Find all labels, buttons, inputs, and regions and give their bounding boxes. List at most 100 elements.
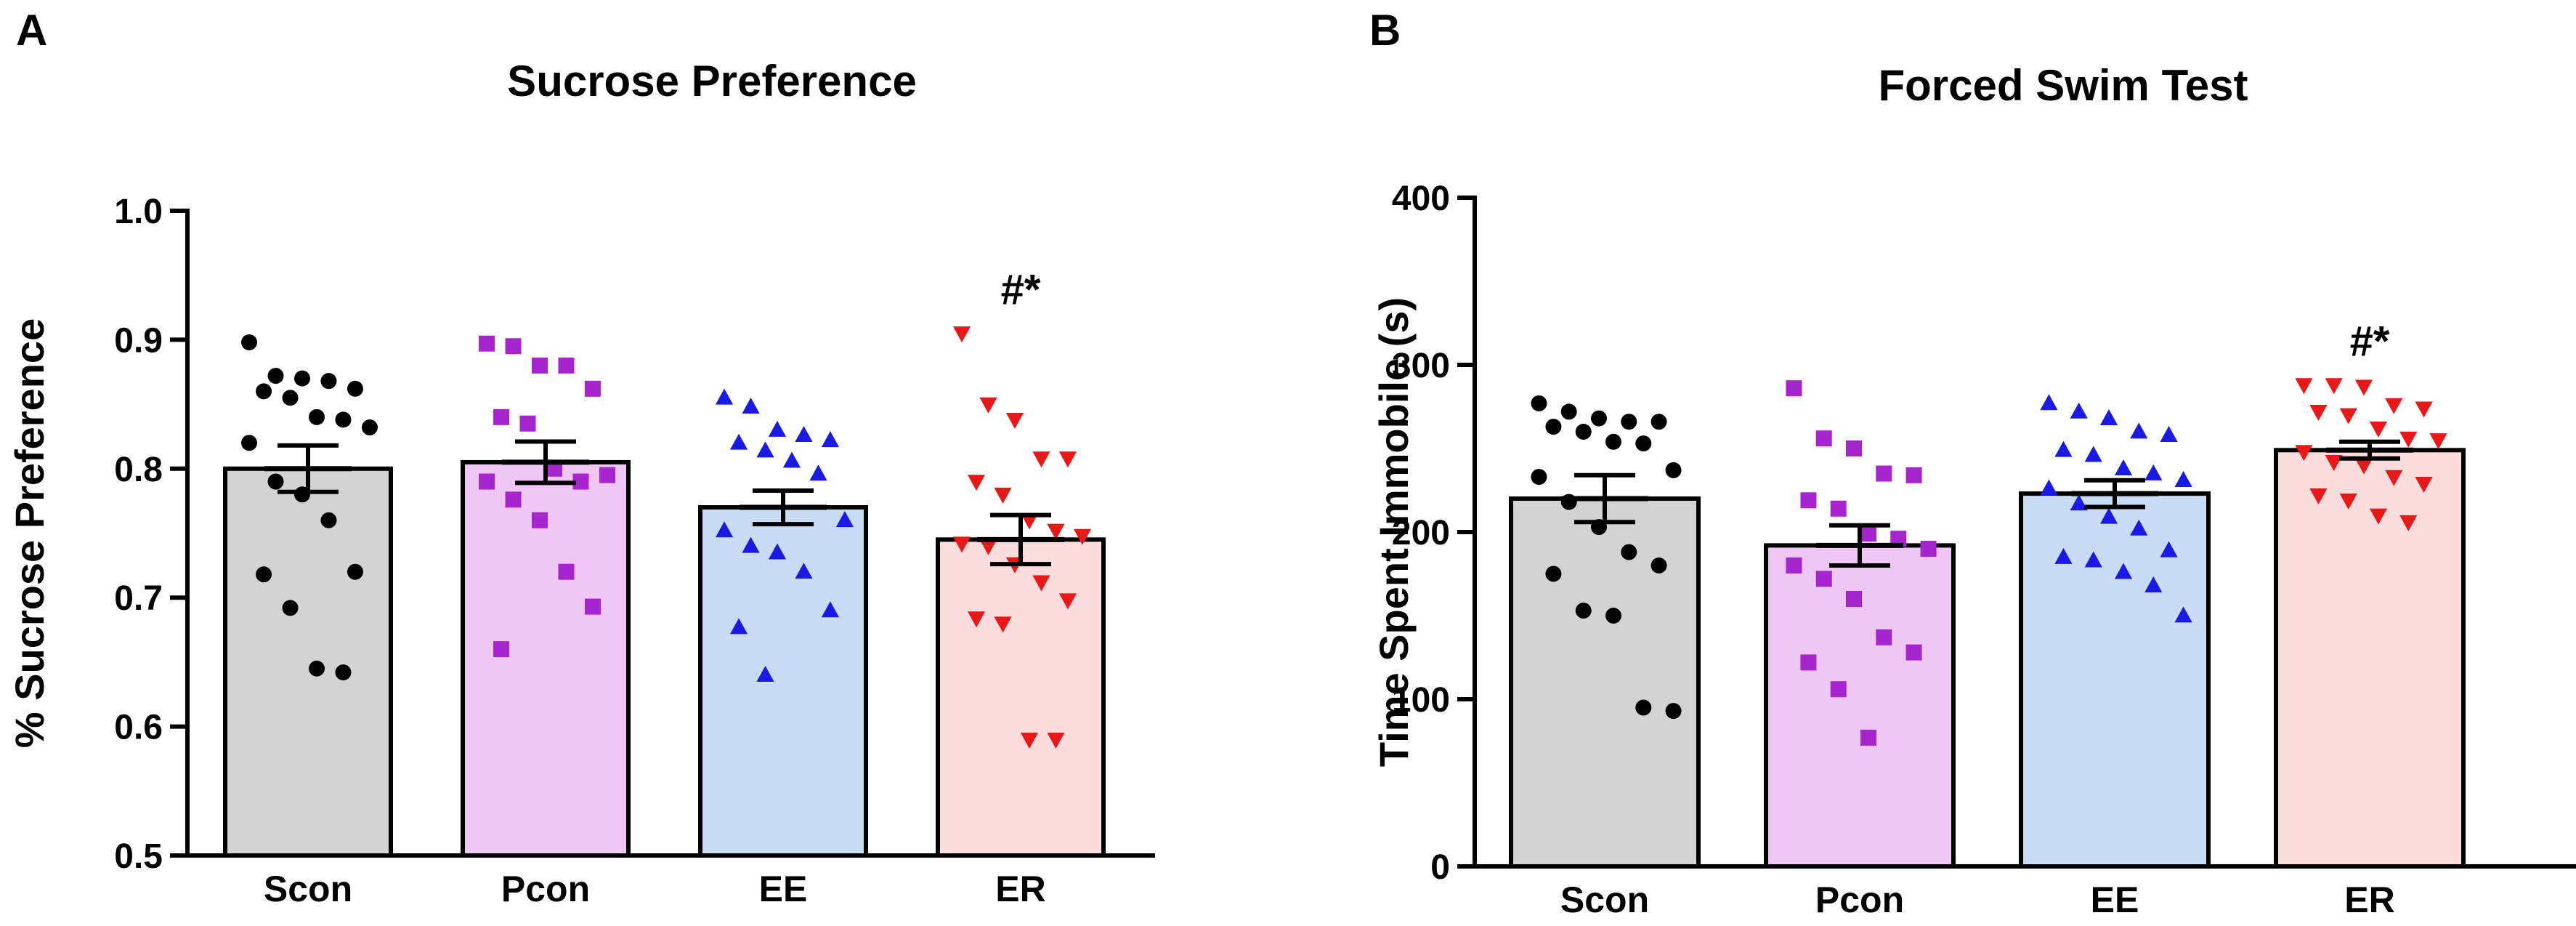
y-tick-label: 1.0 — [114, 193, 163, 231]
data-point-scon — [1621, 414, 1637, 430]
panel-a-sucrose-preference: Sucrose Preference % Sucrose Preference Sc… — [7, 57, 1155, 909]
data-point-ee — [2054, 440, 2073, 457]
data-point-ee — [715, 388, 734, 405]
points-scon — [1531, 395, 1682, 720]
data-point-er — [2354, 458, 2373, 475]
data-point-er — [1073, 528, 1092, 545]
data-point-ee — [715, 521, 734, 538]
data-point-ee — [2040, 394, 2058, 411]
data-point-pcon — [1905, 467, 1922, 483]
data-point-scon — [256, 566, 272, 583]
data-point-scon — [347, 380, 363, 397]
data-point-er — [2415, 401, 2433, 418]
data-point-ee — [2070, 494, 2088, 511]
error-bar-er — [977, 512, 1064, 567]
data-point-scon — [1531, 395, 1547, 411]
data-point-scon — [1635, 699, 1652, 716]
data-point-scon — [1665, 703, 1682, 720]
data-point-scon — [294, 370, 310, 387]
data-point-pcon — [1920, 541, 1937, 557]
bar-scon — [1509, 496, 1701, 869]
data-point-scon — [1545, 565, 1562, 582]
data-point-scon — [1650, 414, 1667, 430]
data-point-ee — [2114, 563, 2133, 579]
data-point-ee — [835, 511, 854, 528]
data-point-scon — [1560, 403, 1577, 420]
data-point-er — [1020, 513, 1039, 530]
data-point-pcon — [1846, 591, 1862, 607]
data-point-scon — [256, 383, 272, 400]
data-point-scon — [361, 419, 378, 436]
data-point-ee — [2084, 551, 2102, 568]
data-point-pcon — [1815, 430, 1832, 447]
data-point-er — [979, 397, 997, 414]
y-tick-label: 0.8 — [114, 451, 163, 489]
data-point-pcon — [1890, 531, 1907, 547]
data-point-pcon — [599, 467, 615, 483]
data-point-er — [1058, 451, 1077, 468]
data-point-er — [2309, 488, 2328, 505]
data-point-pcon — [493, 408, 510, 425]
data-point-scon — [267, 368, 284, 385]
data-point-ee — [2114, 459, 2133, 475]
data-point-ee — [809, 464, 827, 481]
panel-letter-a: A — [16, 6, 47, 55]
data-point-er — [967, 475, 986, 491]
data-point-er — [994, 616, 1012, 633]
data-point-er — [1005, 413, 1024, 430]
data-point-pcon — [1786, 380, 1802, 397]
chart-title: Sucrose Preference — [507, 57, 917, 105]
data-point-scon — [309, 660, 325, 677]
error-bar-scon — [1561, 472, 1648, 525]
data-point-pcon — [558, 357, 575, 374]
data-point-pcon — [1830, 500, 1847, 517]
points-pcon — [1786, 380, 1937, 746]
data-point-ee — [2054, 547, 2073, 564]
y-tick-label: 0 — [1430, 848, 1450, 887]
data-point-ee — [2040, 479, 2058, 496]
data-point-ee — [782, 451, 801, 468]
data-point-er — [1047, 732, 1065, 749]
error-bar-scon — [264, 443, 352, 494]
y-axis-label: % Sucrose Preference — [7, 318, 52, 748]
data-point-ee — [2174, 606, 2192, 623]
data-point-pcon — [1876, 465, 1892, 482]
data-point-ee — [729, 618, 748, 635]
error-bar-ee — [740, 488, 827, 527]
data-point-ee — [2130, 422, 2148, 439]
data-point-ee — [2160, 541, 2178, 557]
x-tick-label-pcon: Pcon — [501, 869, 590, 909]
data-point-pcon — [1860, 729, 1876, 746]
x-tick-label-ee: EE — [759, 869, 808, 909]
data-point-pcon — [1860, 526, 1876, 542]
data-point-scon — [241, 435, 258, 451]
data-point-er — [2385, 398, 2403, 414]
points-pcon — [479, 335, 615, 658]
data-point-pcon — [1876, 629, 1892, 645]
data-point-er — [2295, 378, 2313, 395]
data-point-pcon — [1786, 557, 1802, 573]
data-point-er — [2369, 508, 2388, 525]
data-point-pcon — [1815, 571, 1832, 587]
chart-title: Forced Swim Test — [1878, 61, 2248, 110]
points-ee — [2040, 394, 2192, 623]
data-point-pcon — [1846, 440, 1862, 456]
y-tick-label: 100 — [1392, 681, 1450, 720]
data-point-scon — [241, 334, 258, 350]
data-point-er — [1032, 451, 1050, 468]
axes — [185, 209, 1155, 858]
data-point-pcon — [479, 335, 495, 352]
y-tick-label: 0.9 — [114, 321, 163, 360]
data-point-scon — [1591, 410, 1607, 427]
data-point-ee — [768, 543, 787, 560]
data-point-er — [2385, 470, 2403, 486]
data-point-scon — [1621, 544, 1637, 560]
bar-ee — [2019, 491, 2211, 869]
data-point-ee — [729, 433, 748, 450]
data-point-pcon — [479, 473, 495, 490]
panel-b-forced-swim-test: Forced Swim Test Time Spent Immobile (s) S… — [1371, 61, 2576, 920]
data-point-er — [1020, 732, 1039, 749]
data-point-ee — [2144, 576, 2163, 592]
data-point-ee — [2070, 402, 2088, 419]
data-point-er — [979, 539, 997, 555]
